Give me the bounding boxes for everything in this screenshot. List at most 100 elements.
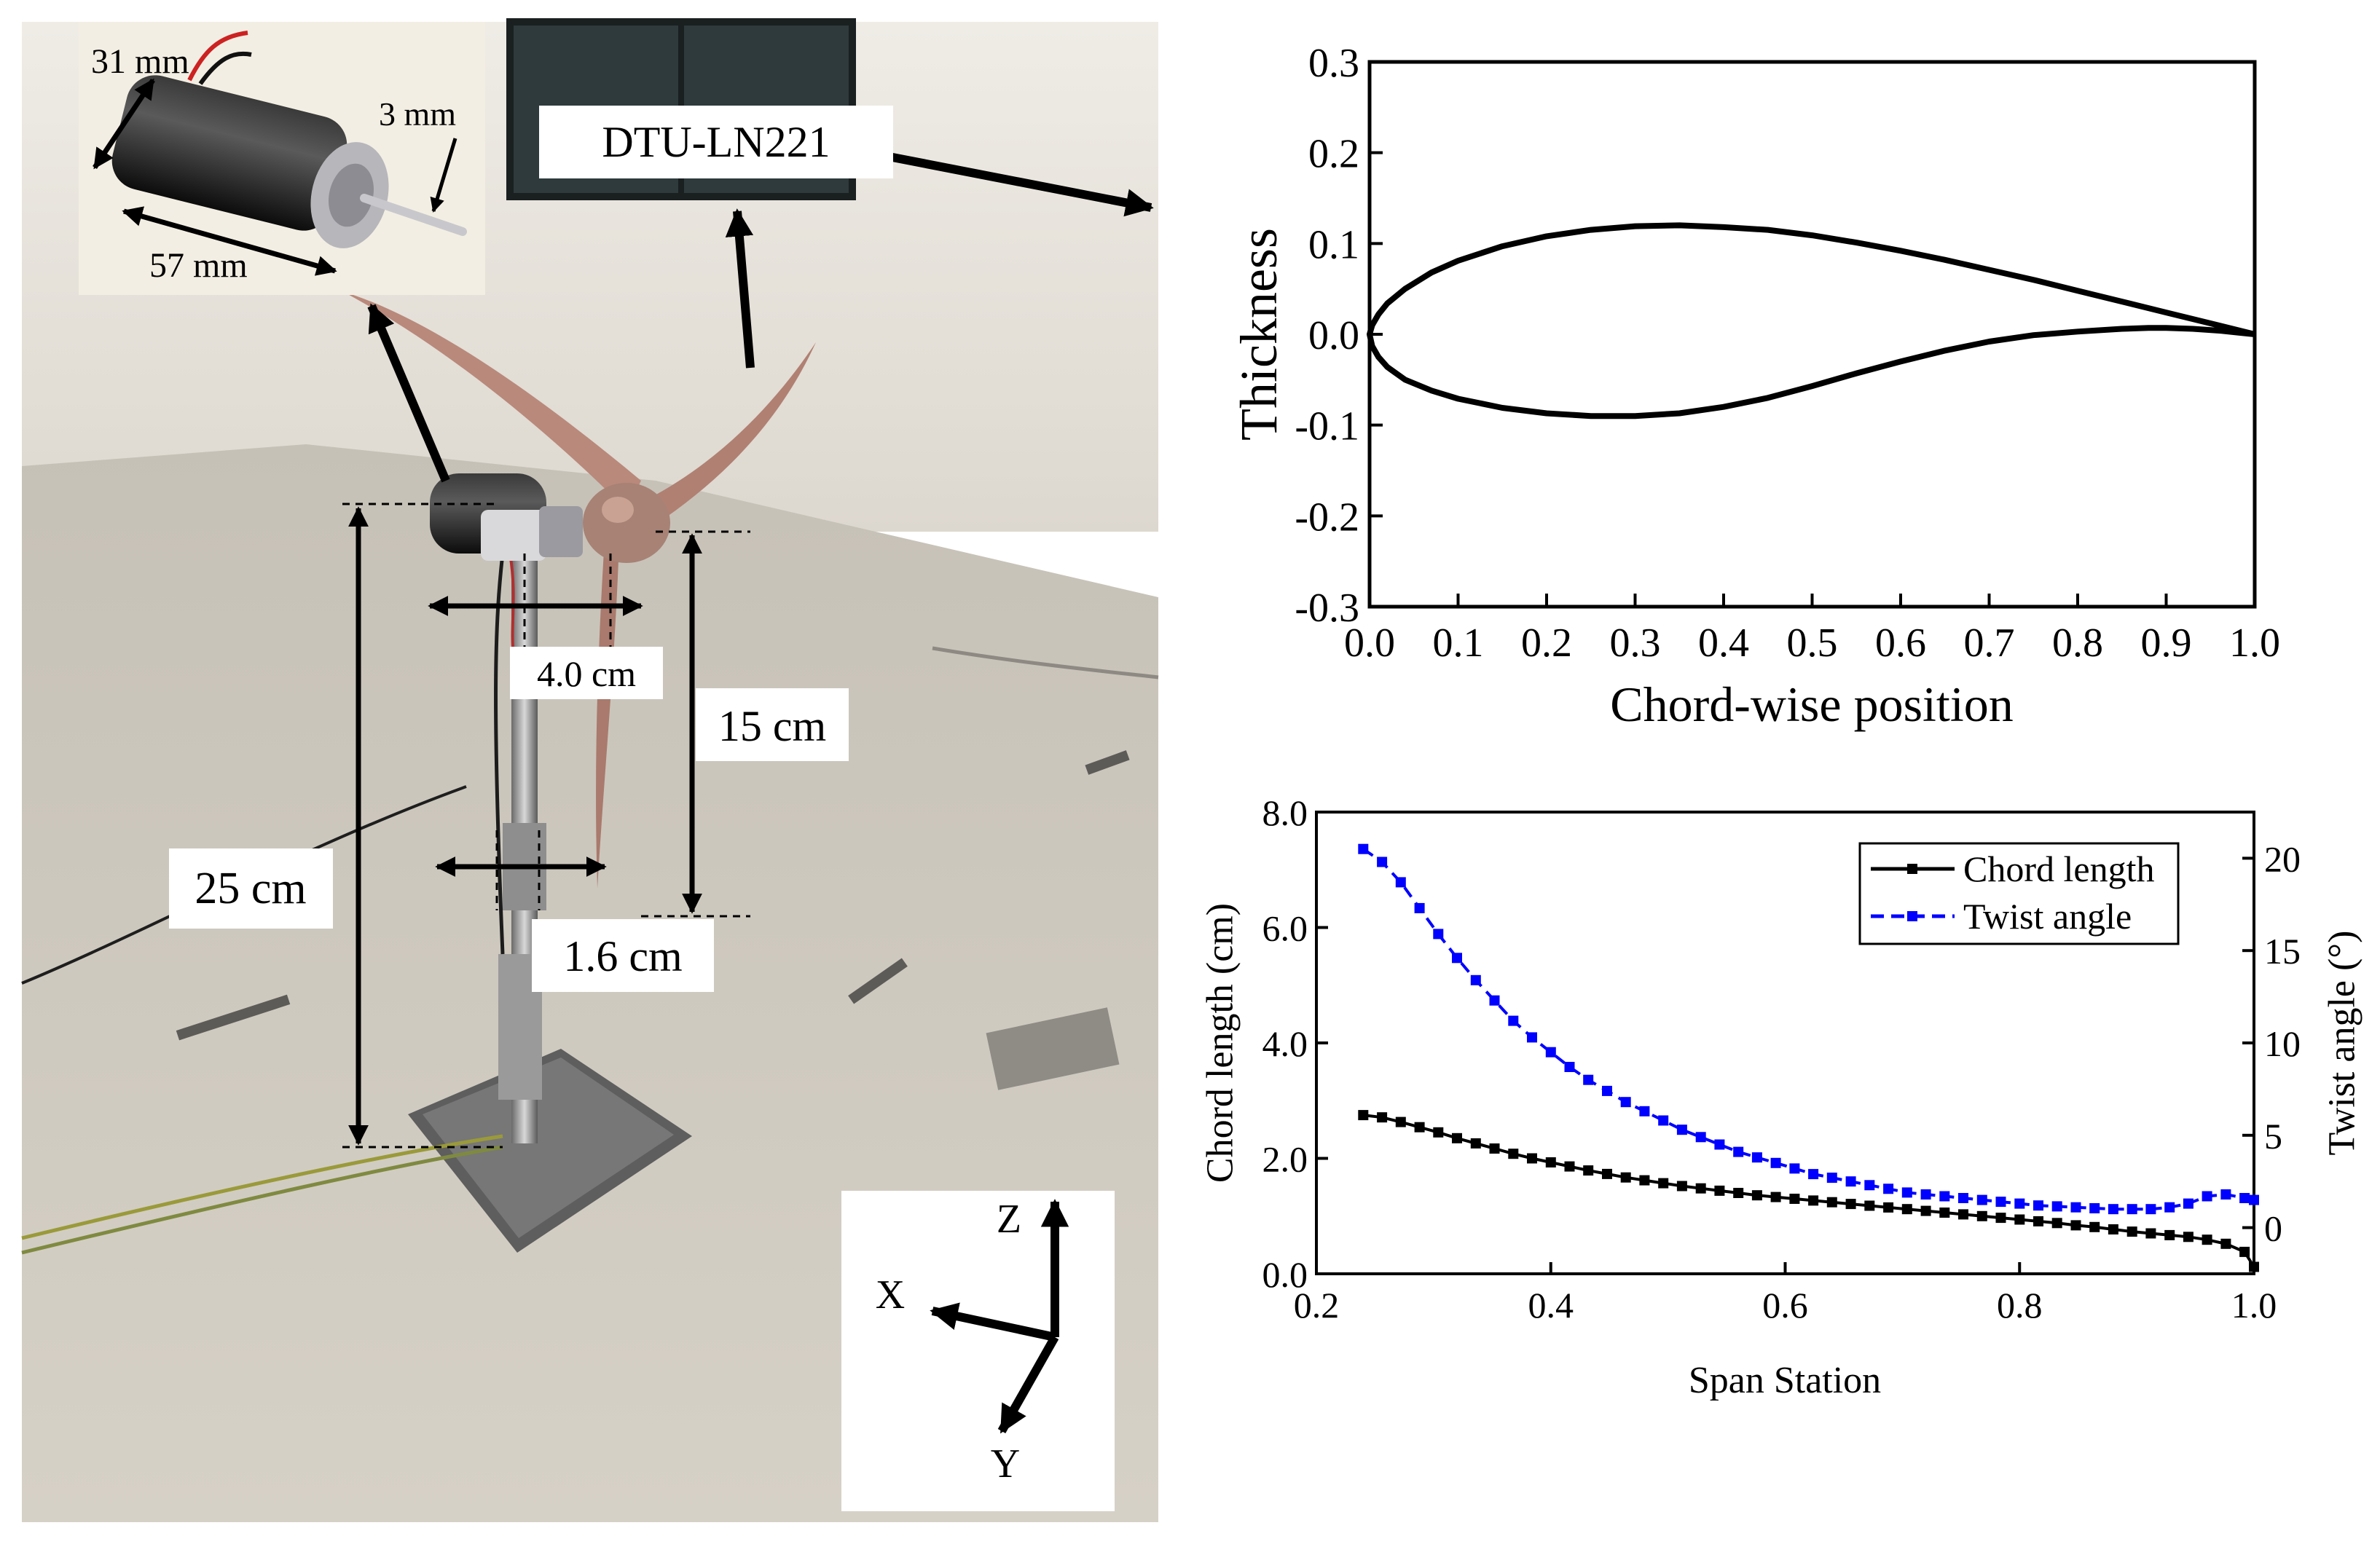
twist-point [1433,929,1444,940]
chord-point [1358,1110,1369,1121]
chord-point [1527,1153,1537,1164]
twist-point [1508,1015,1519,1026]
twist-point [1377,856,1388,867]
twist-point [1920,1189,1931,1200]
chord-point [1939,1208,1950,1218]
twist-point [1826,1173,1837,1183]
twist-point [1976,1194,1987,1205]
ground-wire [21,1145,503,1255]
chord-point [2108,1224,2118,1234]
twist-point [1358,843,1369,854]
airfoil-y-tick-label: 0.1 [1308,222,1359,267]
dim-shaft-arrow [430,138,457,213]
span-x-tick-label: 0.2 [1294,1285,1340,1326]
span-y-tick-label: 8.0 [1262,792,1308,833]
chord-point [2164,1229,2175,1240]
airfoil-x-tick-label: 0.3 [1610,621,1661,666]
floor-cable-2 [932,646,1159,680]
airfoil-plot-frame [1367,60,2257,609]
axis-y-label: Y [991,1441,1020,1486]
twist-point [2126,1204,2137,1215]
chord-point [1826,1197,1837,1208]
dim-hub-label-box [510,647,663,699]
airfoil-y-axis: 0.3 0.2 0.1 0.0 -0.1 -0.2 -0.3 [1295,41,1383,631]
twist-point [1470,974,1481,985]
arrow-to-airfoil [887,152,1154,217]
twist-point [1658,1115,1669,1126]
span-legend-box [1858,842,2180,945]
arrow-to-blade [725,208,755,369]
twist-point [1414,902,1425,913]
chord-point [2070,1220,2081,1231]
chord-point [2183,1232,2194,1242]
twist-point [1864,1180,1875,1191]
chord-point [2239,1246,2250,1257]
dim-height-label-box [169,848,333,929]
airfoil-x-tick-label: 0.5 [1787,621,1838,666]
twist-point [1489,995,1500,1006]
chord-point [1377,1112,1388,1123]
chord-point [1883,1202,1894,1213]
twist-point [1714,1139,1725,1150]
twist-point [1845,1176,1856,1187]
chord-point [1545,1157,1556,1167]
legend-twist-label: Twist angle [1963,896,2132,937]
floor-tape [176,994,291,1041]
chord-point [1751,1190,1762,1201]
twist-point [1789,1163,1800,1174]
twist-point [2249,1194,2259,1205]
chord-point [1414,1122,1425,1133]
twist-point [1808,1169,1819,1180]
chord-point [1433,1127,1444,1138]
twist-point [2164,1202,2175,1213]
twist-point [2033,1200,2043,1211]
span-y-right-tick-label: 15 [2264,931,2301,972]
span-y-right-tick-label: 20 [2264,838,2301,879]
dim-offset-label-box [696,688,849,761]
twist-point [2183,1198,2194,1209]
twist-point [2051,1201,2062,1212]
chord-point [2051,1218,2062,1229]
span-y-right-tick-label: 10 [2264,1023,2301,1064]
floor-tape [1085,750,1130,775]
twist-point [1602,1085,1612,1096]
motor-inset-shaft [360,194,467,236]
blade [641,342,816,524]
base-plate-top [423,1057,674,1238]
arrow-to-motor [367,303,450,483]
span-legend: Chord length Twist angle [1858,842,2180,945]
airfoil-y-tick-label: 0.3 [1308,41,1359,86]
span-y-tick-label: 0.0 [1262,1254,1308,1295]
span-right-y-axis: 20 15 10 5 0 [2242,838,2301,1249]
span-left-y-axis: 8.0 6.0 4.0 2.0 0.0 [1262,792,1328,1295]
airfoil-y-tick-label: 0.0 [1308,313,1359,358]
chord-point [1676,1181,1687,1192]
chord-point [2202,1234,2212,1245]
twist-point [2145,1204,2156,1215]
airfoil-x-tick-label: 0.4 [1698,621,1749,666]
chord-point [1864,1200,1875,1211]
twist-point [1883,1183,1894,1194]
span-y-axis-title: Chord length (cm) [1200,903,1241,1183]
axis-x-label: X [876,1272,905,1317]
twist-point [2014,1198,2025,1209]
chord-point [2014,1214,2025,1225]
span-x-tick-label: 0.6 [1762,1285,1808,1326]
chord-point [1564,1161,1575,1172]
axis-y-arrow [997,1335,1059,1434]
chord-point [1958,1209,1968,1220]
chord-point [1808,1195,1819,1206]
chord-point [2145,1228,2156,1239]
twist-point [1695,1132,1706,1143]
chord-point [1770,1192,1781,1202]
dim-length-arrow [122,206,337,276]
chord-point [2126,1226,2137,1237]
airfoil-y-tick-label: 0.2 [1308,132,1359,177]
chord-point [1733,1188,1744,1198]
legend-chord-marker [1907,864,1917,874]
span-x-tick-label: 1.0 [2231,1285,2277,1326]
span-y-right-tick-label: 0 [2264,1208,2282,1249]
twist-point [1395,877,1406,888]
twist-point [1995,1197,2006,1208]
